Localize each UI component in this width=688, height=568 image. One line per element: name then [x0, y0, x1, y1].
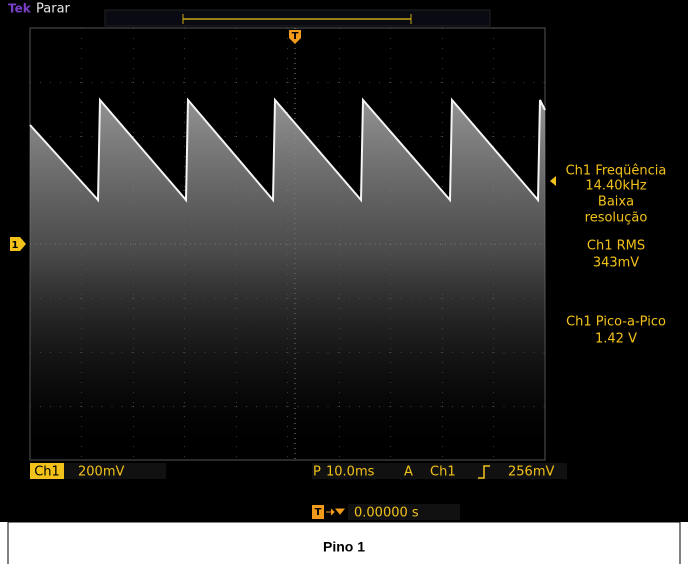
waveform-envelope [30, 100, 545, 440]
oscilloscope-screen: Tek Parar T 1 Ch1 Freqüência 14.40kHz Ba… [0, 0, 688, 564]
measurement-line: Ch1 Freqüência [566, 164, 667, 179]
record-bar [105, 10, 490, 26]
measurement-line: 343mV [593, 256, 639, 271]
trigger-pos-marker: T [315, 507, 322, 518]
scale: 200mV [78, 465, 124, 480]
measurement-line: Baixa [598, 195, 634, 210]
measurement-line: 14.40kHz [585, 179, 647, 194]
trigger-level: 256mV [508, 465, 554, 480]
trigger-mode: A [404, 465, 413, 480]
trigger-channel: Ch1 [430, 465, 456, 480]
trigger-marker: T [292, 31, 299, 42]
trigger-pos-value: 0.00000 s [354, 506, 419, 521]
status: Parar [36, 2, 71, 17]
period: 10.0ms [326, 465, 375, 480]
measurement-line: Ch1 RMS [587, 239, 645, 254]
measurement-line: resolução [585, 211, 648, 226]
caption: Pino 1 [323, 539, 365, 555]
channel-marker: 1 [12, 240, 19, 251]
measurement-line: 1.42 V [595, 332, 637, 347]
brand: Tek [8, 2, 32, 16]
period-label: P [313, 465, 321, 480]
measurement-line: Ch1 Pico-a-Pico [566, 315, 666, 330]
channel: Ch1 [34, 465, 60, 480]
